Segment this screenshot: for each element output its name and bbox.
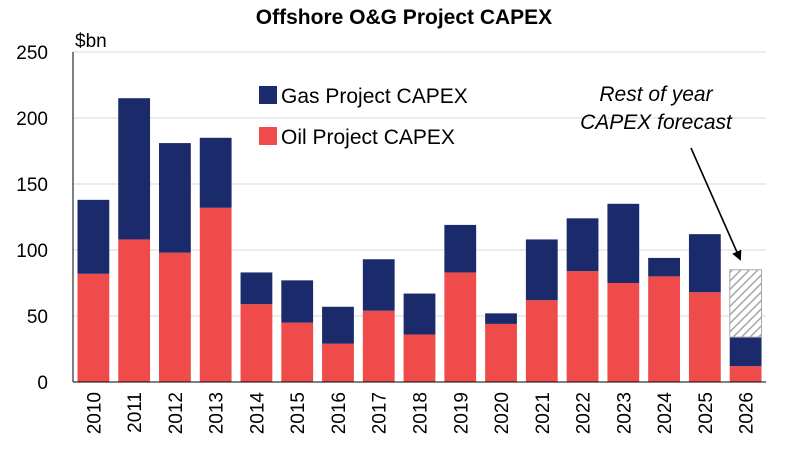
annotation-arrow xyxy=(690,147,742,261)
bar-oil-2011 xyxy=(118,239,151,382)
annotation-line-2: CAPEX forecast xyxy=(580,111,733,134)
legend-label-oil: Oil Project CAPEX xyxy=(281,126,455,149)
bar-oil-2024 xyxy=(648,276,680,382)
bar-oil-2013 xyxy=(199,207,232,382)
x-tick-label: 2023 xyxy=(614,392,635,434)
bar-oil-2022 xyxy=(566,271,599,382)
bar-oil-2025 xyxy=(688,292,721,382)
bar-oil-2015 xyxy=(281,322,314,382)
bar-oil-2010 xyxy=(77,273,110,382)
y-tick-label: 100 xyxy=(16,241,48,262)
x-tick-label: 2012 xyxy=(166,392,187,434)
x-tick-label: 2018 xyxy=(411,392,432,434)
x-tick-labels: 2010 2011 2012 2013 2014 2015 2016 2017 2018 2019… xyxy=(84,392,757,435)
y-tick-label: 200 xyxy=(16,109,48,130)
bar-gas-2012 xyxy=(159,143,191,253)
bar-gas-2020 xyxy=(485,313,517,324)
bar-gas-2011 xyxy=(118,98,151,240)
bar-oil-2020 xyxy=(485,323,517,382)
bar-oil-2018 xyxy=(403,334,436,382)
bar-oil-2019 xyxy=(444,272,477,382)
bar-gas-2017 xyxy=(362,259,395,311)
bar-oil-2012 xyxy=(159,252,191,382)
legend: Gas Project CAPEX Oil Project CAPEX xyxy=(259,85,468,149)
x-tick-label: 2024 xyxy=(655,392,676,435)
legend-label-gas: Gas Project CAPEX xyxy=(281,85,468,108)
bar-oil-2016 xyxy=(322,343,354,382)
x-tick-label: 2017 xyxy=(370,392,391,434)
bar-oil-2014 xyxy=(240,304,273,382)
chart-title: Offshore O&G Project CAPEX xyxy=(256,6,552,29)
bar-gas-2022 xyxy=(566,218,599,272)
x-tick-label: 2010 xyxy=(84,392,105,434)
x-tick-label: 2022 xyxy=(574,392,595,434)
bar-gas-2013 xyxy=(199,137,232,208)
bar-oil-2023 xyxy=(607,283,640,382)
x-tick-label: 2014 xyxy=(247,392,268,435)
x-tick-label: 2013 xyxy=(207,392,228,434)
bar-oil-2017 xyxy=(362,310,395,382)
bar-gas-2021 xyxy=(525,239,558,301)
x-tick-label: 2011 xyxy=(125,392,146,433)
x-tick-label: 2020 xyxy=(492,392,513,434)
y-tick-labels: 0 50 100 150 200 250 xyxy=(16,43,48,394)
y-tick-label: 0 xyxy=(37,373,48,394)
y-tick-label: 250 xyxy=(16,43,48,64)
x-tick-label: 2016 xyxy=(329,392,350,434)
y-axis-unit: $bn xyxy=(75,31,107,52)
bar-gas-2010 xyxy=(77,199,110,274)
x-tick-label: 2026 xyxy=(737,392,758,434)
bars xyxy=(77,98,763,382)
legend-swatch-oil xyxy=(259,127,277,145)
legend-swatch-gas xyxy=(259,86,277,104)
bar-oil-2021 xyxy=(525,300,558,382)
bar-gas-2024 xyxy=(648,257,680,277)
x-tick-label: 2021 xyxy=(533,392,554,434)
annotation-line-1: Rest of year xyxy=(599,83,713,106)
forecast-annotation: Rest of year CAPEX forecast xyxy=(580,83,742,261)
x-tick-label: 2019 xyxy=(451,392,472,434)
x-tick-label: 2015 xyxy=(288,392,309,434)
bar-gas-2016 xyxy=(322,306,354,344)
y-tick-label: 150 xyxy=(16,175,48,196)
bar-gas-2023 xyxy=(607,203,640,283)
bar-gas-2015 xyxy=(281,280,314,323)
bar-gas-2014 xyxy=(240,272,273,305)
bar-oil-2026 xyxy=(729,366,762,382)
bar-gas-2026 xyxy=(729,337,762,367)
bar-gas-2018 xyxy=(403,293,436,335)
bar-gas-2025 xyxy=(688,234,721,293)
bar-gas-2019 xyxy=(444,224,477,273)
bar-forecast-2026 xyxy=(729,269,763,338)
y-tick-label: 50 xyxy=(27,307,48,328)
x-tick-label: 2025 xyxy=(696,392,717,434)
